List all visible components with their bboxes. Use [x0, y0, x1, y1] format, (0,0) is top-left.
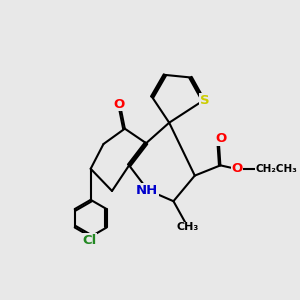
Text: S: S	[200, 94, 209, 107]
Text: O: O	[231, 162, 243, 175]
Text: Cl: Cl	[82, 234, 97, 247]
Text: O: O	[114, 98, 125, 111]
Text: CH₂CH₃: CH₂CH₃	[256, 164, 298, 174]
Text: CH₃: CH₃	[176, 222, 199, 232]
Text: NH: NH	[136, 184, 158, 196]
Text: O: O	[215, 132, 226, 145]
